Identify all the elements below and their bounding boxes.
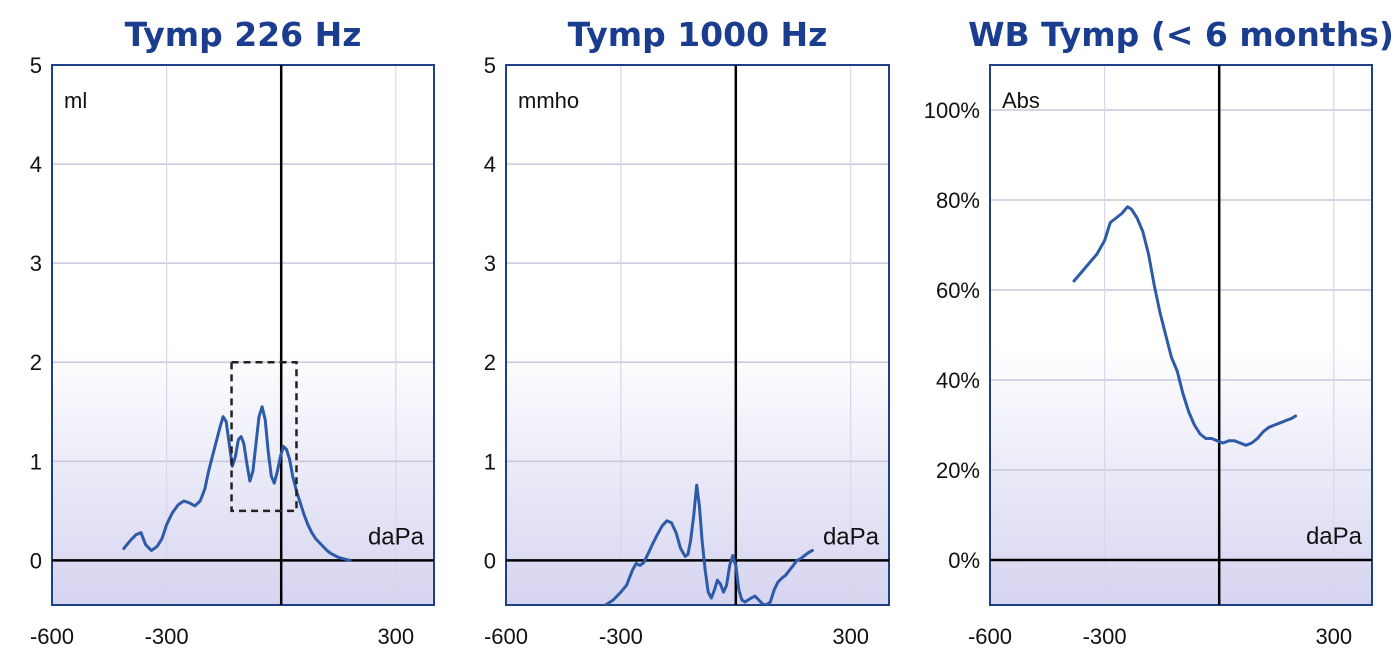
- y-tick-label: 5: [30, 53, 42, 78]
- plot-frame: [51, 64, 435, 606]
- chart-panel-2: Tymp 1000 Hz mmho daPa 0 1 2 3 4 5 -600 -300 300: [484, 15, 890, 649]
- data-series-line: [1072, 205, 1298, 447]
- y-tick-label: 0: [484, 548, 496, 573]
- y-tick-label: 1: [484, 449, 496, 474]
- y-tick-label: 20%: [936, 458, 980, 483]
- chart-title: Tymp 1000 Hz: [568, 15, 828, 54]
- peak-annotation-box: [230, 360, 298, 513]
- x-axis-label: daPa: [368, 523, 425, 550]
- plot-background: [990, 65, 1372, 605]
- y-tick-label: 80%: [936, 188, 980, 213]
- x-tick-label: -300: [145, 624, 189, 649]
- unit-label: mmho: [518, 88, 579, 113]
- x-tick-label: -300: [1083, 624, 1127, 649]
- x-tick-label: 300: [832, 624, 869, 649]
- y-tick-label: 1: [30, 449, 42, 474]
- x-tick-label: -600: [968, 624, 1012, 649]
- unit-label: Abs: [1002, 88, 1040, 113]
- chart-title: WB Tymp (< 6 months): [968, 15, 1394, 54]
- y-tick-label: 3: [30, 251, 42, 276]
- data-series-line: [122, 405, 352, 562]
- chart-panel-1: Tymp 226 Hz ml daPa 0 1 2 3 4 5 -600 -300 300: [30, 15, 435, 649]
- x-tick-label: -600: [484, 624, 528, 649]
- y-tick-label: 0%: [948, 548, 980, 573]
- x-axis-label: daPa: [1306, 523, 1363, 550]
- plot-background: [52, 65, 434, 605]
- data-series-line: [604, 483, 814, 605]
- unit-label: ml: [64, 88, 87, 113]
- y-tick-label: 0: [30, 548, 42, 573]
- chart-title: Tymp 226 Hz: [125, 15, 362, 54]
- x-tick-label: -600: [30, 624, 74, 649]
- y-tick-label: 100%: [924, 98, 980, 123]
- y-tick-label: 4: [484, 152, 496, 177]
- x-axis-label: daPa: [823, 523, 880, 550]
- x-tick-label: -300: [599, 624, 643, 649]
- x-tick-label: 300: [377, 624, 414, 649]
- y-tick-label: 4: [30, 152, 42, 177]
- y-tick-label: 5: [484, 53, 496, 78]
- y-tick-label: 3: [484, 251, 496, 276]
- plot-background: [506, 65, 889, 605]
- y-tick-label: 2: [484, 350, 496, 375]
- y-tick-label: 60%: [936, 278, 980, 303]
- plot-frame: [989, 64, 1373, 606]
- plot-frame: [505, 64, 890, 606]
- x-tick-label: 300: [1315, 624, 1352, 649]
- chart-panel-3: WB Tymp (< 6 months) Abs daPa 0% 20% 40% 60% 80…: [924, 15, 1394, 649]
- y-tick-label: 2: [30, 350, 42, 375]
- y-tick-label: 40%: [936, 368, 980, 393]
